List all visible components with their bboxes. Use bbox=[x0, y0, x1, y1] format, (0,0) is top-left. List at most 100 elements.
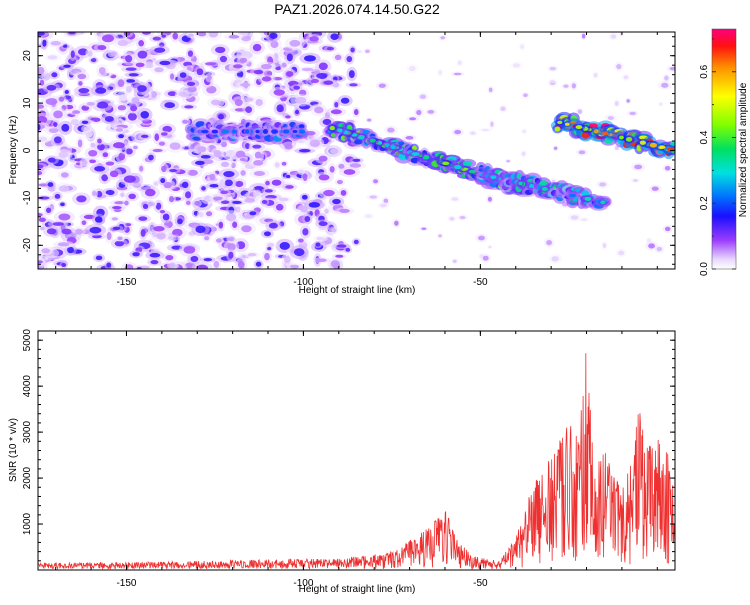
heatmap-cell bbox=[53, 110, 63, 119]
heatmap-cell bbox=[323, 189, 335, 197]
heatmap-cell bbox=[416, 109, 422, 116]
heatmap-cell bbox=[528, 184, 535, 188]
colorbar-label: Normalized spectral amplitude bbox=[738, 82, 749, 217]
heatmap-cell bbox=[285, 71, 294, 77]
heatmap-cell bbox=[373, 179, 379, 184]
heatmap-cell bbox=[153, 226, 165, 232]
heatmap-cell bbox=[252, 144, 262, 149]
heatmap-cell bbox=[290, 264, 300, 269]
heatmap-cell bbox=[316, 258, 327, 263]
heatmap-cell bbox=[337, 128, 343, 133]
heatmap-cell bbox=[46, 228, 57, 235]
heatmap-cell bbox=[125, 55, 133, 63]
heatmap-cell bbox=[487, 196, 492, 202]
heatmap-cell bbox=[234, 99, 243, 107]
heatmap-cell bbox=[348, 70, 355, 79]
heatmap-cell bbox=[449, 216, 455, 221]
y-tick-label: 5000 bbox=[22, 329, 33, 352]
heatmap-cell bbox=[408, 65, 416, 72]
heatmap-cell bbox=[101, 174, 109, 182]
heatmap-cell bbox=[275, 203, 284, 211]
heatmap-cell bbox=[63, 64, 71, 68]
colorbar-tick-label: 0.6 bbox=[699, 64, 710, 78]
heatmap-cell bbox=[127, 112, 137, 121]
heatmap-cell bbox=[87, 50, 93, 57]
heatmap-cell bbox=[209, 183, 219, 188]
heatmap-cell bbox=[101, 34, 114, 43]
heatmap-cell bbox=[128, 73, 139, 77]
heatmap-cell bbox=[512, 63, 521, 68]
heatmap-cell bbox=[286, 174, 291, 179]
heatmap-cell bbox=[239, 157, 246, 162]
heatmap-cell bbox=[78, 87, 90, 94]
heatmap-cell bbox=[378, 141, 383, 145]
heatmap-cell bbox=[61, 228, 72, 235]
heatmap-cell bbox=[141, 32, 151, 35]
heatmap-cell bbox=[601, 131, 609, 136]
heatmap-cell bbox=[88, 159, 97, 164]
heatmap-cell bbox=[187, 169, 198, 176]
heatmap-cell bbox=[78, 81, 83, 86]
heatmap-cell bbox=[253, 170, 266, 177]
heatmap-cell bbox=[109, 170, 119, 178]
heatmap-cell bbox=[308, 201, 321, 208]
heatmap-cell bbox=[294, 96, 307, 104]
heatmap-cell bbox=[353, 109, 359, 116]
heatmap-cell bbox=[304, 215, 311, 222]
heatmap-cell bbox=[185, 191, 192, 199]
heatmap-cell bbox=[149, 252, 161, 258]
heatmap-cell bbox=[263, 231, 272, 237]
heatmap-cell bbox=[75, 228, 83, 235]
heatmap-cell bbox=[114, 201, 125, 205]
heatmap-cell bbox=[117, 236, 123, 241]
heatmap-cell bbox=[584, 196, 592, 202]
heatmap-cell bbox=[564, 122, 570, 126]
heatmap-cell bbox=[110, 51, 117, 57]
heatmap-cell bbox=[490, 121, 494, 127]
heatmap-cell bbox=[89, 226, 102, 234]
heatmap-cell bbox=[264, 252, 270, 261]
heatmap-cell bbox=[318, 62, 328, 71]
heatmap-cell bbox=[329, 165, 335, 173]
heatmap-cell bbox=[209, 173, 216, 181]
heatmap-cell bbox=[152, 148, 163, 153]
heatmap-cell bbox=[208, 32, 219, 38]
heatmap-cell bbox=[159, 60, 171, 66]
heatmap-cell bbox=[365, 49, 370, 54]
heatmap-cell bbox=[310, 78, 319, 84]
heatmap-cell bbox=[123, 32, 131, 36]
heatmap-cell bbox=[267, 246, 272, 251]
heatmap-cell bbox=[94, 165, 106, 172]
heatmap-cell bbox=[255, 261, 262, 267]
heatmap-cell bbox=[334, 54, 342, 61]
heatmap-cell bbox=[453, 72, 462, 76]
spectrogram-x-ticks: -150 -100 -50 bbox=[55, 32, 658, 288]
heatmap-cell bbox=[114, 240, 125, 247]
heatmap-cell bbox=[125, 79, 136, 83]
heatmap-cell bbox=[95, 255, 103, 261]
heatmap-cell bbox=[550, 80, 555, 83]
heatmap-cell bbox=[47, 157, 56, 163]
heatmap-cell bbox=[211, 129, 219, 134]
heatmap-cell bbox=[522, 129, 527, 134]
heatmap-cell bbox=[90, 58, 97, 63]
heatmap-cell bbox=[38, 260, 43, 264]
heatmap-cell bbox=[599, 182, 607, 187]
heatmap-cell bbox=[316, 236, 325, 241]
heatmap-cell bbox=[137, 85, 147, 93]
spectrogram-heatmap bbox=[38, 32, 675, 269]
y-tick-label: -10 bbox=[22, 190, 33, 205]
heatmap-cell bbox=[440, 36, 445, 40]
heatmap-cell bbox=[53, 136, 62, 144]
heatmap-cell bbox=[602, 243, 607, 248]
heatmap-cell bbox=[482, 255, 489, 261]
heatmap-cell bbox=[330, 33, 339, 41]
heatmap-cell bbox=[231, 129, 237, 134]
heatmap-cell bbox=[181, 181, 189, 189]
heatmap-cell bbox=[117, 79, 125, 87]
heatmap-cell bbox=[255, 98, 263, 106]
heatmap-cell bbox=[195, 225, 206, 234]
heatmap-cell bbox=[571, 83, 576, 89]
heatmap-cell bbox=[113, 142, 125, 149]
